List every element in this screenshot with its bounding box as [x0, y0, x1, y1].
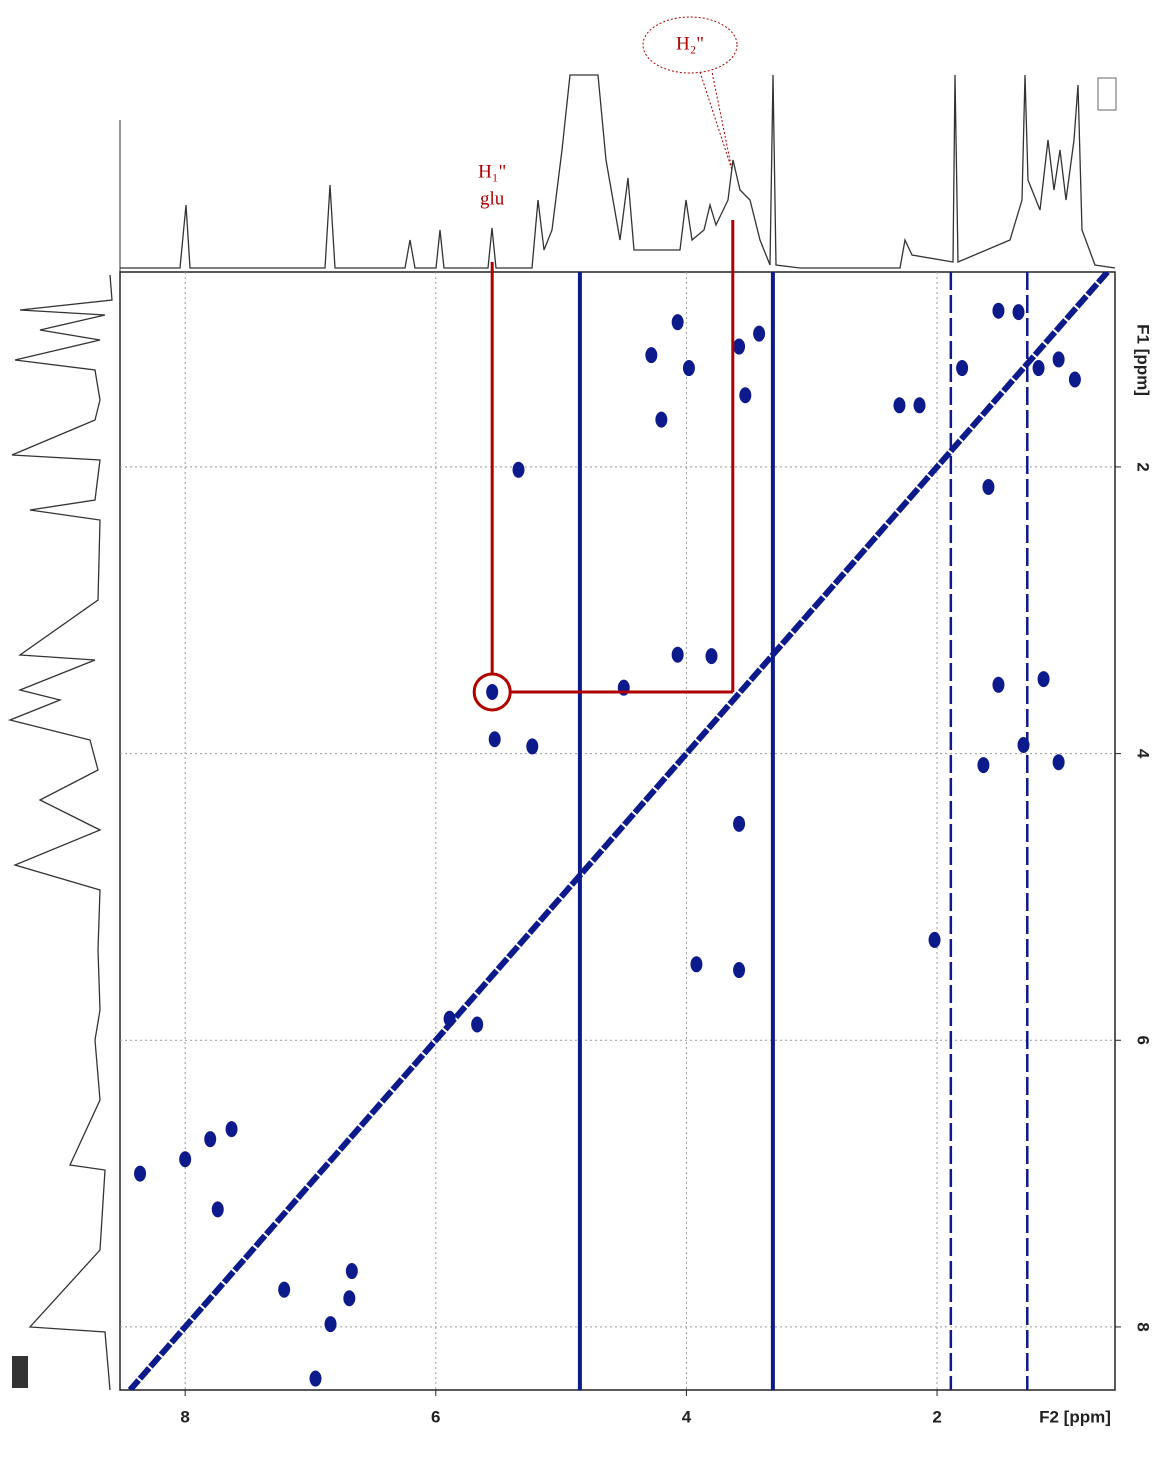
- cross-peak: [671, 314, 684, 331]
- cross-peak: [645, 347, 658, 364]
- annotation: glu: [480, 188, 505, 209]
- callout-bubble: [642, 16, 738, 74]
- cross-peak: [526, 738, 539, 755]
- x-axis-label: F2 [ppm]: [1039, 1407, 1111, 1426]
- cross-peak: [1012, 304, 1025, 321]
- cross-peak: [225, 1121, 238, 1138]
- cross-peak: [733, 815, 746, 832]
- x-tick-label: 8: [180, 1407, 189, 1426]
- cross-peak: [309, 1370, 322, 1387]
- cross-peak: [977, 757, 990, 774]
- frame-marker: [12, 1356, 28, 1388]
- plot-area: [120, 272, 1115, 1390]
- cross-peak: [1032, 360, 1045, 377]
- cross-peak: [345, 1263, 358, 1280]
- plot-frame: [119, 271, 1116, 1391]
- frame-box: [1097, 77, 1117, 111]
- cross-peak: [204, 1131, 217, 1148]
- cross-peak: [134, 1165, 147, 1182]
- cross-peak: [928, 931, 941, 948]
- cross-peak: [671, 646, 684, 663]
- cross-peak: [512, 461, 525, 478]
- cross-peak: [179, 1151, 192, 1168]
- diagonal: [127, 272, 1110, 1390]
- cross-peak: [324, 1316, 337, 1333]
- y-tick-label: 6: [1134, 1036, 1153, 1045]
- cross-peak: [733, 962, 746, 979]
- cross-peak: [1052, 351, 1065, 368]
- annotation: H₂": [676, 33, 704, 54]
- cross-peak: [739, 387, 752, 404]
- cross-peak: [1037, 671, 1050, 688]
- callout-pointer: [699, 71, 733, 171]
- y-tick-label: 4: [1134, 749, 1153, 759]
- cross-peak: [655, 411, 668, 428]
- y-tick-label: 8: [1134, 1322, 1153, 1331]
- cross-peak: [992, 676, 1005, 693]
- top-projection: [120, 74, 1116, 269]
- cross-peak: [1068, 371, 1081, 388]
- cross-peak: [690, 956, 703, 973]
- left-projection: [7, 274, 113, 1391]
- cross-peak: [471, 1016, 484, 1033]
- cross-peak: [343, 1290, 356, 1307]
- cross-peak: [1017, 737, 1030, 753]
- cross-peak: [956, 360, 969, 377]
- cross-peak: [682, 360, 695, 377]
- cross-peak: [733, 338, 746, 355]
- cross-peak: [705, 648, 718, 665]
- annotation: H₁": [478, 161, 506, 182]
- cross-peak: [753, 325, 766, 342]
- x-tick-label: 6: [431, 1407, 440, 1426]
- x-tick-label: 4: [682, 1407, 692, 1426]
- cross-peak: [486, 683, 499, 700]
- y-axis-label: F1 [ppm]: [1134, 324, 1153, 396]
- cross-peak: [488, 731, 501, 748]
- cross-peak: [913, 397, 926, 414]
- y-tick-label: 2: [1134, 462, 1153, 471]
- cross-peak: [1052, 754, 1065, 771]
- cross-peak: [211, 1201, 224, 1218]
- x-tick-label: 2: [932, 1407, 941, 1426]
- cross-peak: [982, 479, 995, 495]
- cross-peak: [992, 302, 1005, 319]
- cross-peak: [443, 1010, 456, 1027]
- cross-peak: [893, 397, 906, 414]
- cross-peak: [278, 1281, 291, 1298]
